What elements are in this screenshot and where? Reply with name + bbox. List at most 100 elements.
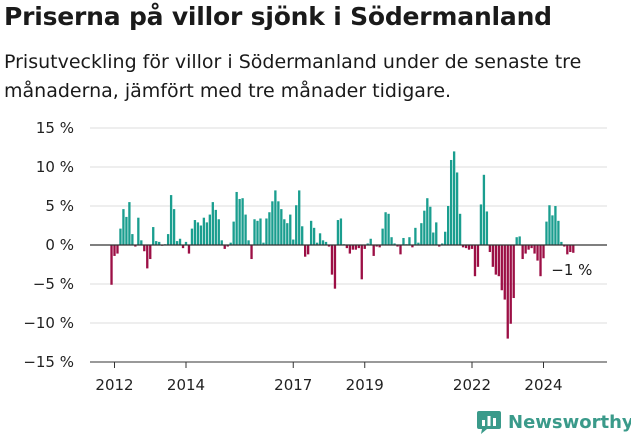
bar xyxy=(497,245,500,277)
bar xyxy=(333,245,337,289)
bar xyxy=(306,245,310,255)
bar xyxy=(253,219,256,245)
bar xyxy=(521,245,524,260)
x-tick-label: 2012 xyxy=(95,376,133,394)
bar-chart-logo-icon xyxy=(477,411,501,434)
bar xyxy=(518,236,521,245)
bar xyxy=(184,241,188,245)
bar xyxy=(348,245,352,254)
bar xyxy=(238,198,241,245)
bar xyxy=(467,245,471,250)
bar xyxy=(181,245,185,249)
bar xyxy=(393,243,396,245)
y-tick-label: 5 % xyxy=(45,197,74,215)
bar xyxy=(509,245,512,324)
bar xyxy=(137,217,140,245)
bar xyxy=(169,195,173,245)
bar xyxy=(357,245,360,249)
bar xyxy=(301,226,304,245)
bar xyxy=(208,214,211,245)
bar xyxy=(247,240,250,245)
bar xyxy=(530,245,533,249)
bar xyxy=(435,222,438,245)
bar xyxy=(536,245,539,261)
bar xyxy=(479,204,483,245)
bar xyxy=(187,245,191,254)
bar xyxy=(277,201,280,245)
newsworthy-logo: Newsworthy xyxy=(476,409,631,435)
bar xyxy=(268,212,271,245)
bar xyxy=(408,237,411,245)
bar xyxy=(274,190,277,245)
x-tick-label: 2014 xyxy=(167,376,205,394)
bar xyxy=(330,245,334,275)
bar xyxy=(488,245,492,253)
bar xyxy=(506,245,509,339)
bar xyxy=(482,174,486,245)
bar xyxy=(369,238,372,245)
bar xyxy=(563,245,566,247)
bar xyxy=(554,206,557,245)
bar xyxy=(172,209,176,245)
bar xyxy=(235,191,238,245)
bar xyxy=(438,245,441,247)
bar xyxy=(396,245,399,247)
bar xyxy=(572,245,575,253)
bar xyxy=(387,213,390,245)
y-tick-label: −15 % xyxy=(23,353,74,371)
bar xyxy=(327,245,331,247)
bar xyxy=(113,245,116,256)
bar xyxy=(134,245,137,247)
bar xyxy=(304,245,307,257)
bar xyxy=(378,245,381,248)
bar xyxy=(196,222,200,245)
bar xyxy=(411,245,414,248)
bar xyxy=(363,245,366,249)
bar xyxy=(399,245,402,255)
bar xyxy=(259,218,262,245)
bar xyxy=(390,237,393,245)
bar xyxy=(318,233,322,245)
bar xyxy=(283,219,286,245)
bar-chart: −15 % −10 % −5 % 0 % 5 % 10 % 15 % 2012 2014 2017… xyxy=(23,119,607,394)
bar xyxy=(539,245,542,277)
bar xyxy=(298,190,301,245)
bar xyxy=(220,240,223,245)
bar xyxy=(375,245,378,247)
bar xyxy=(381,228,384,245)
page-subtitle: Prisutveckling för villor i Södermanland… xyxy=(4,51,582,102)
bar xyxy=(146,245,149,269)
bar xyxy=(265,218,268,245)
bar xyxy=(292,239,295,245)
bar xyxy=(211,202,214,245)
bar xyxy=(110,245,113,285)
bar xyxy=(339,218,343,245)
bar xyxy=(515,237,518,245)
bar xyxy=(512,245,515,299)
bar xyxy=(256,220,259,245)
bar xyxy=(461,245,465,248)
bar xyxy=(178,238,182,245)
bar xyxy=(336,220,340,245)
bar xyxy=(140,240,143,245)
bar xyxy=(250,245,253,260)
bar xyxy=(569,245,572,253)
bar xyxy=(214,209,217,245)
bar xyxy=(420,223,423,245)
bar xyxy=(241,198,244,245)
bar xyxy=(166,234,170,245)
bar xyxy=(455,172,459,245)
bar xyxy=(289,214,292,245)
bar xyxy=(202,217,206,245)
bar xyxy=(542,245,545,259)
bar xyxy=(524,245,527,254)
bar xyxy=(354,245,357,250)
bar xyxy=(143,245,146,252)
bar xyxy=(321,240,325,245)
bar xyxy=(286,223,289,245)
bar xyxy=(232,221,235,245)
bar xyxy=(119,228,122,245)
y-tick-label: −10 % xyxy=(23,314,74,332)
bar xyxy=(280,209,283,245)
bar xyxy=(193,220,197,245)
